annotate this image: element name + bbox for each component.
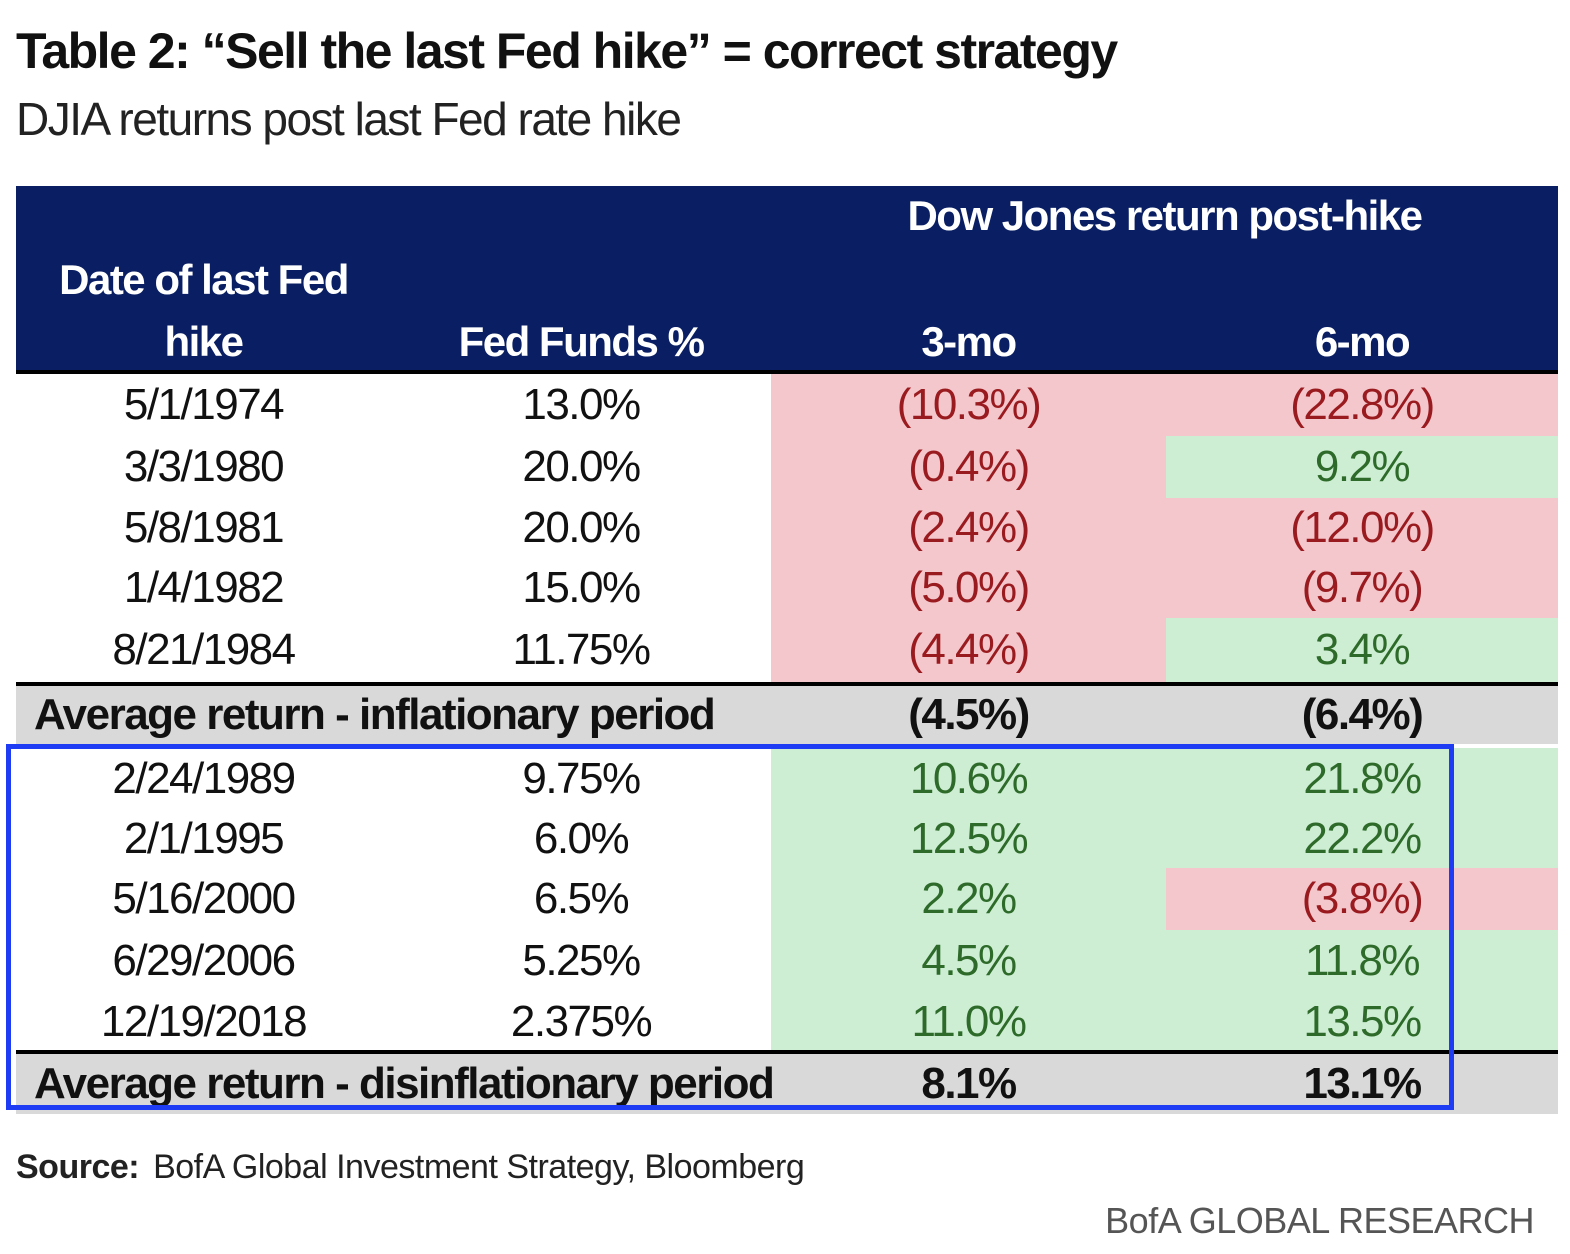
cell-6mo-return: (3.8%) <box>1166 868 1558 930</box>
footer-brand: BofA GLOBAL RESEARCH <box>1105 1200 1534 1241</box>
cell-3mo-return: 10.6% <box>771 748 1166 810</box>
table-row: 2/1/1995 6.0% 12.5% 22.2% <box>16 810 1558 868</box>
cell-date: 5/8/1981 <box>123 503 285 552</box>
cell-fed-funds: 9.75% <box>522 754 641 803</box>
cell-3mo-return: 4.5% <box>771 930 1166 992</box>
cell-fed-funds: 20.0% <box>522 442 641 491</box>
cell-fed-funds: 13.0% <box>522 380 641 429</box>
table-row: 8/21/1984 11.75% (4.4%) 3.4% <box>16 618 1558 682</box>
average-row-inflationary: Average return - inflationary period (4.5… <box>16 686 1558 744</box>
cell-6mo-return: (9.7%) <box>1166 558 1558 618</box>
average-6mo: 13.1% <box>1303 1059 1422 1108</box>
cell-3mo-return: (5.0%) <box>771 558 1166 618</box>
table-row: 5/1/1974 13.0% (10.3%) (22.8%) <box>16 374 1558 436</box>
header-fed-funds: Fed Funds % <box>458 318 705 365</box>
rule-before-inflationary-average <box>16 682 1558 686</box>
cell-fed-funds: 2.375% <box>510 997 653 1046</box>
table-row: 5/16/2000 6.5% 2.2% (3.8%) <box>16 868 1558 930</box>
cell-fed-funds: 11.75% <box>512 625 651 674</box>
table-title: Table 2: “Sell the last Fed hike” = corr… <box>16 23 1118 79</box>
header-3mo: 3-mo <box>921 318 1017 365</box>
cell-fed-funds: 6.5% <box>533 874 630 923</box>
average-3mo: 8.1% <box>921 1059 1017 1108</box>
cell-3mo-return: 11.0% <box>771 992 1166 1052</box>
header-date-line1: Date of last Fed <box>59 256 349 303</box>
average-label: Average return - inflationary period <box>34 690 716 739</box>
cell-date: 12/19/2018 <box>100 997 308 1046</box>
cell-date: 6/29/2006 <box>112 936 296 985</box>
table-subtitle: DJIA returns post last Fed rate hike <box>16 93 682 145</box>
cell-date: 1/4/1982 <box>123 563 285 612</box>
cell-3mo-return: (4.4%) <box>771 618 1166 682</box>
source-label: Source: <box>16 1148 140 1186</box>
cell-date: 2/24/1989 <box>112 754 296 803</box>
table-row: 6/29/2006 5.25% 4.5% 11.8% <box>16 930 1558 992</box>
cell-date: 2/1/1995 <box>123 814 285 863</box>
table-row: 1/4/1982 15.0% (5.0%) (9.7%) <box>16 558 1558 618</box>
header-group-dow-jones: Dow Jones return post-hike <box>907 192 1423 239</box>
average-row-disinflationary: Average return - disinflationary period 8… <box>16 1054 1558 1114</box>
cell-date: 5/16/2000 <box>112 874 296 923</box>
cell-6mo-return: 22.2% <box>1166 810 1558 868</box>
cell-fed-funds: 15.0% <box>522 563 641 612</box>
source-note: Source: BofA Global Investment Strategy, … <box>16 1148 805 1187</box>
cell-6mo-return: 21.8% <box>1166 748 1558 810</box>
cell-fed-funds: 5.25% <box>522 936 641 985</box>
cell-3mo-return: (2.4%) <box>771 498 1166 558</box>
table-header: Date of last Fed hike Fed Funds % Dow Jo… <box>16 186 1558 370</box>
cell-3mo-return: 2.2% <box>771 868 1166 930</box>
cell-6mo-return: 9.2% <box>1166 436 1558 498</box>
cell-fed-funds: 20.0% <box>522 503 641 552</box>
source-text: BofA Global Investment Strategy, Bloombe… <box>153 1148 805 1186</box>
cell-6mo-return: 3.4% <box>1166 618 1558 682</box>
cell-date: 8/21/1984 <box>112 625 296 674</box>
average-6mo: (6.4%) <box>1301 690 1424 739</box>
header-rule <box>16 370 1558 374</box>
header-date-line2: hike <box>164 318 244 365</box>
cell-date: 3/3/1980 <box>123 442 285 491</box>
cell-6mo-return: (22.8%) <box>1166 374 1558 436</box>
table-row: 5/8/1981 20.0% (2.4%) (12.0%) <box>16 498 1558 558</box>
cell-fed-funds: 6.0% <box>533 814 630 863</box>
header-6mo: 6-mo <box>1314 318 1411 365</box>
cell-6mo-return: (12.0%) <box>1166 498 1558 558</box>
rule-before-disinflationary-average <box>16 1050 1558 1054</box>
average-label: Average return - disinflationary period <box>34 1059 775 1108</box>
average-3mo: (4.5%) <box>908 690 1030 739</box>
cell-date: 5/1/1974 <box>123 380 285 429</box>
table-row: 12/19/2018 2.375% 11.0% 13.5% <box>16 992 1558 1052</box>
table-row: 3/3/1980 20.0% (0.4%) 9.2% <box>16 436 1558 498</box>
table-row: 2/24/1989 9.75% 10.6% 21.8% <box>16 748 1558 810</box>
cell-6mo-return: 13.5% <box>1166 992 1558 1052</box>
cell-3mo-return: (0.4%) <box>771 436 1166 498</box>
cell-6mo-return: 11.8% <box>1166 930 1558 992</box>
cell-3mo-return: (10.3%) <box>771 374 1166 436</box>
cell-3mo-return: 12.5% <box>771 810 1166 868</box>
